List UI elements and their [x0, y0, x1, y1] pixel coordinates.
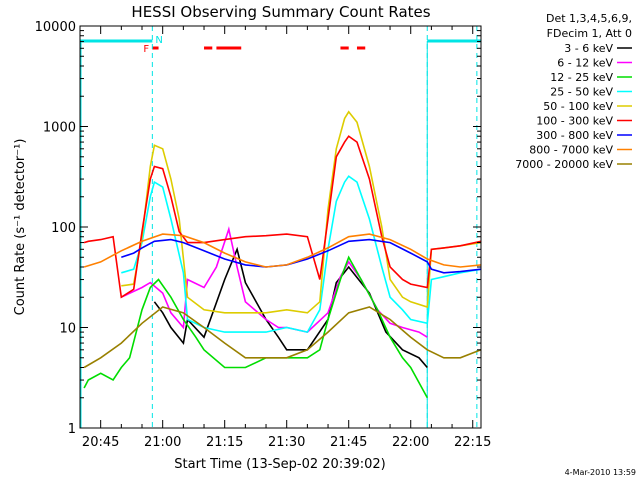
- legend-entry-label: 12 - 25 keV: [550, 71, 613, 84]
- series-layer: [83, 110, 482, 399]
- series-line-2: [83, 255, 429, 399]
- legend-entry-label: 7000 - 20000 keV: [515, 158, 613, 171]
- y-axis-ticks: 1 10 100 1000 10000: [35, 20, 481, 437]
- legend-header-1: Det 1,3,4,5,6,9,: [546, 12, 632, 25]
- legend-entry-label: 800 - 7000 keV: [529, 144, 613, 157]
- y-tick-label: 1000: [43, 121, 76, 136]
- legend-entry-label: 6 - 12 keV: [557, 57, 613, 70]
- series-line-0: [153, 246, 428, 369]
- x-tick-label: 21:30: [268, 435, 305, 450]
- legend-entry-label: 25 - 50 keV: [550, 86, 613, 99]
- x-axis-label: Start Time (13-Sep-02 20:39:02): [174, 457, 385, 472]
- chart-title: HESSI Observing Summary Count Rates: [131, 3, 430, 21]
- x-tick-label: 21:00: [144, 435, 181, 450]
- y-tick-label: 100: [51, 221, 76, 236]
- x-tick-label: 21:15: [206, 435, 243, 450]
- plot-frame: [79, 25, 482, 429]
- legend-entry-label: 100 - 300 keV: [536, 115, 613, 128]
- x-tick-label: 22:00: [392, 435, 429, 450]
- night-flag-label: N: [155, 35, 162, 46]
- y-tick-label: 1: [68, 422, 76, 437]
- date-stamp: 4-Mar-2010 13:59: [565, 468, 636, 477]
- x-tick-label: 21:45: [330, 435, 367, 450]
- flare-flag-label: F: [143, 44, 149, 55]
- x-tick-label: 20:45: [82, 435, 119, 450]
- legend-entry-label: 300 - 800 keV: [536, 129, 613, 142]
- x-tick-label: 22:15: [454, 435, 491, 450]
- legend-entry-label: 3 - 6 keV: [564, 42, 613, 55]
- y-tick-label: 10: [59, 322, 76, 337]
- series-line-7: [83, 233, 482, 268]
- legend: Det 1,3,4,5,6,9, FDecim 1, Att 0 3 - 6 k…: [515, 12, 632, 171]
- observing-flags: NF: [80, 26, 481, 428]
- legend-header-2: FDecim 1, Att 0: [547, 27, 632, 40]
- y-tick-label: 10000: [35, 20, 76, 35]
- y-axis-label: Count Rate (s⁻¹ detector⁻¹): [13, 139, 28, 316]
- series-line-8: [83, 306, 482, 369]
- series-line-3: [121, 175, 482, 334]
- series-line-5: [83, 135, 482, 299]
- series-line-4: [121, 110, 482, 314]
- x-axis-ticks: 20:45 21:00 21:15 21:30 21:45 22:00 22:15: [79, 26, 491, 450]
- legend-entry-label: 50 - 100 keV: [543, 100, 613, 113]
